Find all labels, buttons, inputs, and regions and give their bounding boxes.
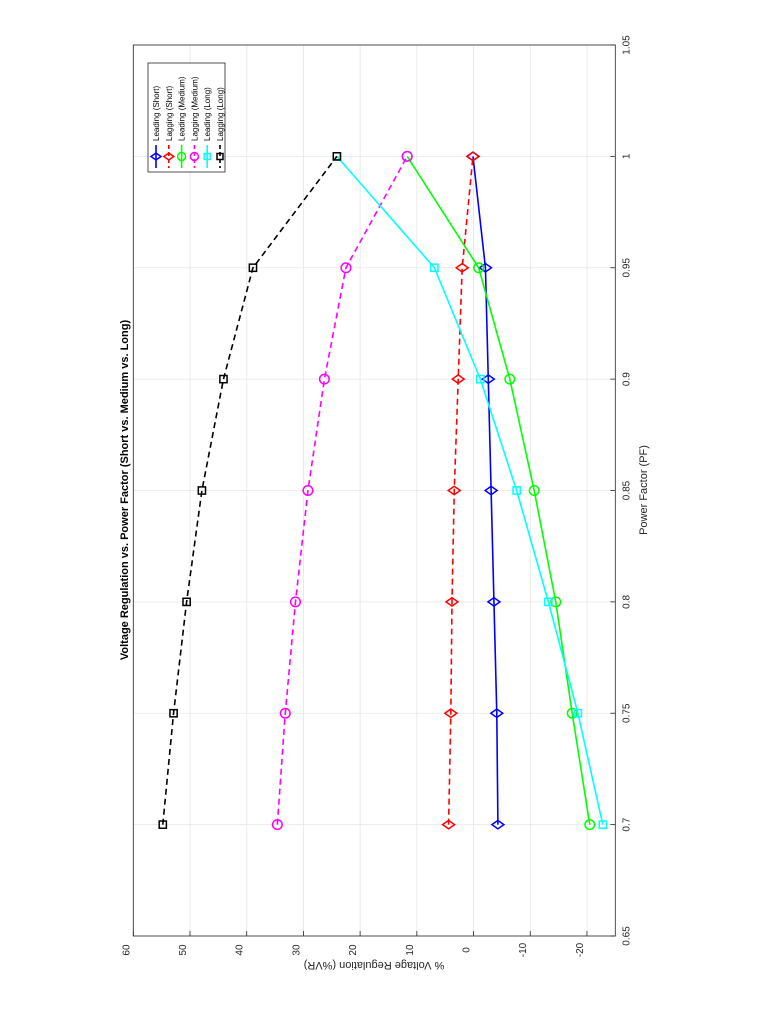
y-tick-label: -20	[575, 942, 586, 957]
x-tick-label: 1.05	[621, 35, 632, 55]
legend-label: Leading (Short)	[152, 86, 161, 141]
x-tick-label: 0.75	[621, 703, 632, 723]
x-tick-label: 0.8	[621, 594, 632, 608]
legend: Leading (Short) Lagging (Short) Leading (M…	[147, 62, 226, 173]
y-axis-label: % Voltage Regulation (%VR)	[304, 959, 445, 971]
y-tick-label: 60	[121, 944, 132, 956]
y-tick-label: 20	[348, 944, 359, 956]
chart-title: Voltage Regulation vs. Power Factor (Sho…	[119, 320, 131, 661]
x-tick-label: 0.7	[621, 817, 632, 831]
y-axis-ticks: -20 -10 0 10 20 30 40 50 60	[121, 931, 588, 957]
legend-label: Lagging (Short)	[165, 86, 174, 141]
legend-label: Lagging (Medium)	[190, 76, 199, 141]
legend-entry: Lagging (Long)	[216, 87, 225, 168]
legend-label: Leading (Long)	[203, 87, 212, 141]
x-tick-label: 1	[621, 153, 632, 159]
data-series	[158, 150, 608, 831]
series-lagging-long	[158, 152, 342, 829]
legend-entry: Leading (Long)	[203, 87, 212, 168]
legend-entry: Lagging (Medium)	[189, 76, 199, 168]
y-tick-label: 40	[235, 944, 246, 956]
y-tick-label: -10	[518, 942, 529, 957]
y-tick-label: 10	[405, 944, 416, 956]
series-lagging-short	[441, 151, 481, 830]
series-leading-medium	[401, 150, 596, 831]
x-tick-label: 0.65	[621, 926, 632, 946]
legend-entry: Leading (Short)	[149, 86, 163, 168]
x-tick-label: 0.95	[621, 258, 632, 278]
legend-label: Leading (Medium)	[178, 76, 187, 141]
x-tick-label: 0.85	[621, 480, 632, 500]
series-lagging-medium	[271, 150, 413, 831]
y-tick-label: 0	[462, 947, 473, 953]
y-tick-label: 30	[291, 944, 302, 956]
x-axis-label: Power Factor (PF)	[638, 445, 650, 535]
y-tick-label: 50	[178, 944, 189, 956]
legend-entry: Leading (Medium)	[176, 76, 187, 168]
legend-entry: Lagging (Short)	[162, 86, 176, 168]
x-axis-ticks: 0.65 0.7 0.75 0.8 0.85 0.9 0.95 1 1.05	[610, 35, 632, 946]
legend-label: Lagging (Long)	[216, 87, 225, 141]
x-tick-label: 0.9	[621, 372, 632, 386]
